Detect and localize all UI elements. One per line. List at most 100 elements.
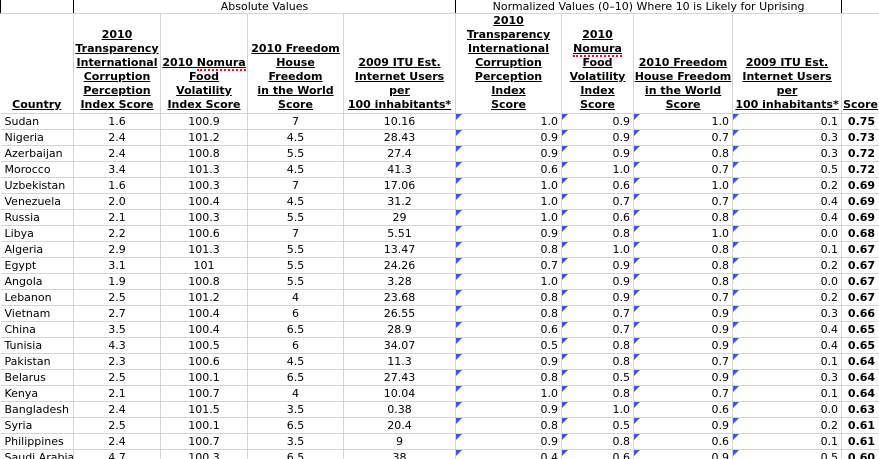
cell-country[interactable]: Venezuela	[0, 193, 74, 210]
cell-normalized-1-with-flag-icon[interactable]: 0.9	[561, 129, 635, 146]
cell-score[interactable]: 0.72	[841, 161, 879, 178]
cell-absolute-1[interactable]: 100.1	[160, 369, 248, 386]
cell-country[interactable]: Egypt	[0, 257, 74, 274]
cell-normalized-2-with-flag-icon[interactable]: 0.7	[633, 129, 734, 146]
cell-normalized-0-with-flag-icon[interactable]: 0.8	[455, 305, 563, 322]
cell-absolute-3[interactable]: 17.06	[342, 177, 457, 194]
cell-normalized-0-with-flag-icon[interactable]: 0.8	[455, 369, 563, 386]
cell-normalized-0-with-flag-icon[interactable]: 0.6	[455, 161, 563, 178]
column-header-abs-corruption-index[interactable]: 2010 Transparency International Corrupti…	[73, 13, 161, 114]
cell-normalized-0-with-flag-icon[interactable]: 0.6	[455, 321, 563, 338]
cell-absolute-0[interactable]: 3.4	[73, 161, 161, 178]
cell-absolute-0[interactable]: 2.3	[73, 353, 161, 370]
cell-absolute-1[interactable]: 101.3	[160, 161, 248, 178]
cell-normalized-1-with-flag-icon[interactable]: 0.6	[561, 449, 635, 459]
cell-normalized-3-with-flag-icon[interactable]: 0.4	[732, 209, 843, 226]
cell-absolute-2[interactable]: 4.5	[247, 129, 344, 146]
cell-normalized-1-with-flag-icon[interactable]: 0.5	[561, 369, 635, 386]
cell-absolute-3[interactable]: 24.26	[342, 257, 457, 274]
cell-absolute-1[interactable]: 101.2	[160, 289, 248, 306]
cell-absolute-2[interactable]: 6.5	[247, 417, 344, 434]
cell-normalized-1-with-flag-icon[interactable]: 1.0	[561, 241, 635, 258]
cell-normalized-0-with-flag-icon[interactable]: 0.8	[455, 417, 563, 434]
cell-normalized-0-with-flag-icon[interactable]: 1.0	[455, 113, 563, 130]
cell-normalized-3-with-flag-icon[interactable]: 0.1	[732, 385, 843, 402]
cell-absolute-1[interactable]: 100.8	[160, 273, 248, 290]
cell-country[interactable]: Syria	[0, 417, 74, 434]
cell-absolute-3[interactable]: 29	[342, 209, 457, 226]
cell-absolute-0[interactable]: 2.4	[73, 433, 161, 450]
cell-normalized-0-with-flag-icon[interactable]: 1.0	[455, 193, 563, 210]
cell-normalized-2-with-flag-icon[interactable]: 1.0	[633, 113, 734, 130]
cell-absolute-3[interactable]: 28.9	[342, 321, 457, 338]
cell-normalized-0-with-flag-icon[interactable]: 0.8	[455, 241, 563, 258]
cell-normalized-3-with-flag-icon[interactable]: 0.4	[732, 337, 843, 354]
cell-normalized-0-with-flag-icon[interactable]: 0.9	[455, 401, 563, 418]
column-header-country[interactable]: Country	[0, 13, 74, 114]
cell-score[interactable]: 0.69	[841, 193, 879, 210]
cell-normalized-1-with-flag-icon[interactable]: 0.8	[561, 385, 635, 402]
cell-normalized-1-with-flag-icon[interactable]: 0.6	[561, 209, 635, 226]
cell-normalized-0-with-flag-icon[interactable]: 1.0	[455, 385, 563, 402]
cell-country[interactable]: Sudan	[0, 113, 74, 130]
cell-absolute-2[interactable]: 5.5	[247, 145, 344, 162]
cell-normalized-0-with-flag-icon[interactable]: 0.9	[455, 129, 563, 146]
cell-score[interactable]: 0.64	[841, 353, 879, 370]
cell-absolute-2[interactable]: 6.5	[247, 449, 344, 459]
cell-normalized-3-with-flag-icon[interactable]: 0.5	[732, 449, 843, 459]
cell-normalized-1-with-flag-icon[interactable]: 0.9	[561, 257, 635, 274]
cell-absolute-2[interactable]: 4.5	[247, 353, 344, 370]
cell-absolute-1[interactable]: 100.7	[160, 433, 248, 450]
cell-absolute-1[interactable]: 100.8	[160, 145, 248, 162]
cell-absolute-1[interactable]: 101	[160, 257, 248, 274]
cell-absolute-0[interactable]: 2.2	[73, 225, 161, 242]
cell-absolute-3[interactable]: 10.16	[342, 113, 457, 130]
cell-absolute-1[interactable]: 100.4	[160, 321, 248, 338]
cell-normalized-1-with-flag-icon[interactable]: 1.0	[561, 161, 635, 178]
cell-normalized-0-with-flag-icon[interactable]: 1.0	[455, 177, 563, 194]
cell-normalized-1-with-flag-icon[interactable]: 0.5	[561, 417, 635, 434]
cell-absolute-2[interactable]: 6.5	[247, 369, 344, 386]
cell-normalized-1-with-flag-icon[interactable]: 1.0	[561, 401, 635, 418]
cell-country[interactable]: Algeria	[0, 241, 74, 258]
column-header-abs-food-volatility[interactable]: 2010 Nomura Food Volatility Index Score	[160, 13, 248, 114]
cell-absolute-0[interactable]: 2.4	[73, 129, 161, 146]
cell-absolute-2[interactable]: 5.5	[247, 241, 344, 258]
cell-absolute-3[interactable]: 38	[342, 449, 457, 459]
cell-absolute-1[interactable]: 100.9	[160, 113, 248, 130]
cell-country[interactable]: Uzbekistan	[0, 177, 74, 194]
cell-country[interactable]: Angola	[0, 273, 74, 290]
cell-score[interactable]: 0.64	[841, 385, 879, 402]
cell-score[interactable]: 0.73	[841, 129, 879, 146]
cell-normalized-0-with-flag-icon[interactable]: 0.5	[455, 337, 563, 354]
cell-absolute-0[interactable]: 1.6	[73, 177, 161, 194]
cell-normalized-1-with-flag-icon[interactable]: 0.7	[561, 305, 635, 322]
cell-normalized-2-with-flag-icon[interactable]: 0.6	[633, 433, 734, 450]
cell-absolute-1[interactable]: 100.5	[160, 337, 248, 354]
cell-score[interactable]: 0.68	[841, 225, 879, 242]
cell-normalized-3-with-flag-icon[interactable]: 0.1	[732, 113, 843, 130]
column-header-norm-corruption-index[interactable]: 2010 Transparency International Corrupti…	[455, 13, 563, 114]
cell-normalized-0-with-flag-icon[interactable]: 0.4	[455, 449, 563, 459]
cell-absolute-3[interactable]: 11.3	[342, 353, 457, 370]
cell-normalized-3-with-flag-icon[interactable]: 0.1	[732, 353, 843, 370]
cell-normalized-3-with-flag-icon[interactable]: 0.3	[732, 305, 843, 322]
cell-absolute-0[interactable]: 2.4	[73, 401, 161, 418]
cell-country[interactable]: China	[0, 321, 74, 338]
cell-absolute-0[interactable]: 1.9	[73, 273, 161, 290]
cell-absolute-0[interactable]: 2.4	[73, 145, 161, 162]
cell-normalized-3-with-flag-icon[interactable]: 0.1	[732, 433, 843, 450]
cell-country[interactable]: Morocco	[0, 161, 74, 178]
cell-absolute-1[interactable]: 100.4	[160, 193, 248, 210]
cell-absolute-0[interactable]: 2.5	[73, 369, 161, 386]
cell-absolute-1[interactable]: 100.3	[160, 177, 248, 194]
cell-absolute-2[interactable]: 6.5	[247, 321, 344, 338]
cell-normalized-1-with-flag-icon[interactable]: 0.9	[561, 289, 635, 306]
cell-country[interactable]: Philippines	[0, 433, 74, 450]
cell-score[interactable]: 0.66	[841, 305, 879, 322]
cell-score[interactable]: 0.67	[841, 257, 879, 274]
cell-absolute-3[interactable]: 23.68	[342, 289, 457, 306]
cell-score[interactable]: 0.65	[841, 337, 879, 354]
cell-absolute-3[interactable]: 0.38	[342, 401, 457, 418]
cell-normalized-1-with-flag-icon[interactable]: 0.7	[561, 193, 635, 210]
